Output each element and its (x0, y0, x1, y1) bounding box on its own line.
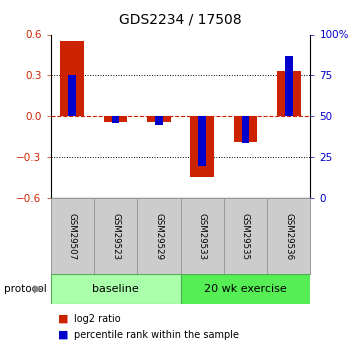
Bar (137, 198, 180, 274)
Bar (242, 117, 249, 143)
Bar (68, 76, 76, 117)
Bar (94, 198, 137, 274)
Bar (234, 117, 257, 142)
Text: GSM29529: GSM29529 (155, 213, 163, 260)
Bar (180, 274, 310, 304)
Bar (267, 198, 310, 274)
Bar (180, 198, 224, 274)
Text: ■: ■ (58, 314, 68, 324)
Text: GSM29535: GSM29535 (241, 213, 250, 260)
Bar (198, 117, 206, 166)
Bar (51, 274, 180, 304)
Bar (104, 117, 127, 122)
Text: GSM29523: GSM29523 (111, 213, 120, 260)
Bar (190, 117, 214, 177)
Bar (285, 56, 293, 117)
Text: baseline: baseline (92, 284, 139, 294)
Text: log2 ratio: log2 ratio (74, 314, 121, 324)
Bar (224, 198, 267, 274)
Text: GSM29507: GSM29507 (68, 213, 77, 260)
Text: GDS2234 / 17508: GDS2234 / 17508 (119, 12, 242, 26)
Text: GSM29533: GSM29533 (198, 213, 206, 260)
Bar (60, 41, 84, 117)
Bar (277, 71, 301, 117)
Bar (51, 198, 94, 274)
Text: 20 wk exercise: 20 wk exercise (204, 284, 287, 294)
Text: ▶: ▶ (34, 284, 42, 294)
Text: ■: ■ (58, 330, 68, 339)
Bar (147, 117, 171, 122)
Bar (155, 117, 163, 125)
Text: protocol: protocol (4, 284, 46, 294)
Text: GSM29536: GSM29536 (284, 213, 293, 260)
Bar (112, 117, 119, 123)
Text: percentile rank within the sample: percentile rank within the sample (74, 330, 239, 339)
